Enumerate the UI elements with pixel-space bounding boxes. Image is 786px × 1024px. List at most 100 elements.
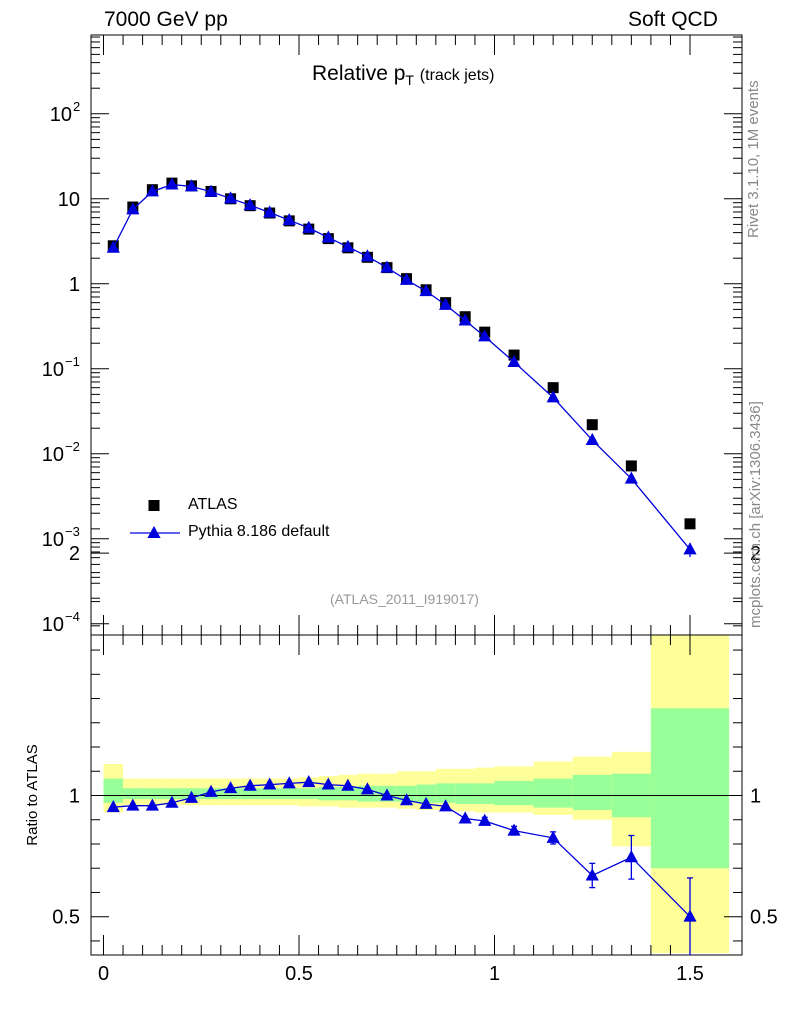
- uncertainty-band-inner: [455, 783, 475, 804]
- uncertainty-band-inner: [474, 783, 495, 804]
- pythia-data-point: [106, 240, 120, 253]
- y-tick-label: 10: [42, 529, 64, 551]
- atlas-data-point: [547, 382, 559, 394]
- header-right-label: Soft QCD: [628, 8, 718, 31]
- ratio-y-axis-label: Ratio to ATLAS: [24, 744, 41, 845]
- pythia-data-point: [439, 297, 453, 310]
- y-tick-label: 10: [42, 614, 64, 636]
- ratio-data-point: [145, 798, 159, 811]
- pythia-data-point: [478, 329, 492, 342]
- ratio-data-point: [439, 799, 453, 812]
- ratio-data-point: [263, 777, 277, 790]
- pythia-data-point: [683, 542, 697, 555]
- uncertainty-band-inner: [162, 788, 182, 800]
- ratio-data-point: [507, 823, 521, 836]
- y-tick-label: 10: [42, 359, 64, 381]
- pythia-data-point: [585, 432, 599, 446]
- header-left-label: 7000 GeV pp: [104, 8, 228, 31]
- ratio-data-point: [223, 781, 238, 794]
- ratio-data-point: [126, 798, 140, 811]
- uncertainty-band-inner: [494, 780, 534, 806]
- pythia-data-point: [165, 177, 179, 190]
- ratio-data-point: [419, 796, 433, 809]
- uncertainty-band-inner: [299, 788, 319, 800]
- pythia-data-point: [302, 220, 316, 233]
- ratio-data-point: [302, 775, 316, 788]
- y-tick-exponent: −1: [65, 354, 80, 369]
- legend-atlas-label: ATLAS: [188, 496, 238, 513]
- uncertainty-band-inner: [650, 708, 730, 869]
- atlas-data-point: [625, 460, 637, 472]
- pythia-data-point: [380, 260, 394, 273]
- ratio-data-point: [458, 811, 472, 824]
- pythia-data-point: [360, 249, 375, 262]
- y-tick-exponent: −3: [65, 524, 80, 539]
- y-tick-label: 10: [42, 444, 64, 466]
- x-tick-label: 0: [98, 963, 109, 985]
- ratio-data-point: [360, 782, 375, 795]
- side-label-mcplots: mcplots.cern.ch [arXiv:1306.3436]: [747, 401, 764, 628]
- pythia-data-point: [204, 184, 218, 197]
- uncertainty-band-inner: [220, 788, 241, 800]
- uncertainty-band-inner: [123, 788, 143, 800]
- uncertainty-band-inner: [240, 788, 260, 800]
- ratio-data-point: [546, 830, 560, 843]
- ratio-data-point: [106, 799, 120, 813]
- ratio-y-tick-label-left: 2: [69, 543, 80, 565]
- pythia-data-point: [419, 283, 433, 297]
- ratio-y-tick-label-right: 1: [750, 786, 761, 808]
- pythia-line: [112, 183, 691, 550]
- ratio-data-point: [683, 909, 697, 922]
- uncertainty-band-inner: [572, 774, 612, 811]
- ratio-data-point: [184, 790, 199, 803]
- ratio-y-tick-label-left: 0.5: [52, 907, 80, 929]
- uncertainty-band-inner: [533, 778, 573, 808]
- y-tick-label: 10: [50, 104, 72, 126]
- legend-pythia-label: Pythia 8.186 default: [188, 523, 330, 540]
- ratio-y-tick-label-right: 0.5: [750, 907, 778, 929]
- uncertainty-band-inner: [142, 788, 163, 800]
- side-label-rivet: Rivet 3.1.10, 1M events: [745, 80, 762, 238]
- ratio-data-point: [165, 795, 179, 808]
- ratio-data-point: [204, 784, 218, 797]
- pythia-data-point: [546, 390, 560, 403]
- x-tick-label: 1: [489, 963, 500, 985]
- pythia-data-point: [341, 239, 355, 252]
- title-main: Relative p: [312, 62, 406, 85]
- pythia-data-point: [458, 313, 472, 326]
- uncertainty-band-inner: [435, 783, 456, 803]
- uncertainty-band-inner: [103, 778, 124, 803]
- main-plot-frame: [90, 34, 743, 636]
- ratio-data-point: [399, 793, 414, 806]
- ratio-data-point: [282, 776, 296, 789]
- ratio-data-point: [243, 778, 257, 791]
- main-plot-title: Relative pT (track jets): [312, 62, 494, 88]
- ratio-y-tick-label-left: 1: [69, 786, 80, 808]
- y-tick-exponent: −4: [65, 609, 80, 624]
- pythia-data-point: [223, 191, 238, 204]
- legend-atlas-marker: [148, 500, 160, 511]
- pythia-data-point: [145, 184, 159, 197]
- pythia-data-point: [282, 213, 296, 226]
- atlas-data-point: [684, 518, 696, 530]
- atlas-data-point: [586, 419, 598, 431]
- pythia-data-point: [184, 179, 199, 192]
- pythia-data-point: [243, 198, 257, 211]
- pythia-data-point: [399, 272, 414, 285]
- ratio-y-tick-label-right: 2: [750, 543, 761, 565]
- pythia-data-point: [321, 230, 335, 243]
- pythia-data-point: [624, 471, 638, 484]
- pythia-data-point: [263, 205, 277, 218]
- y-tick-exponent: 2: [73, 99, 80, 114]
- y-tick-label: 1: [69, 274, 80, 296]
- pythia-data-point: [507, 354, 521, 368]
- analysis-annotation: (ATLAS_2011_I919017): [330, 591, 479, 607]
- y-tick-exponent: −2: [65, 439, 80, 454]
- legend-pythia-marker: [147, 525, 161, 538]
- title-subscript: T: [405, 72, 414, 89]
- uncertainty-band-inner: [416, 784, 436, 803]
- pythia-data-point: [126, 202, 140, 215]
- uncertainty-band-inner: [279, 788, 299, 800]
- y-tick-label: 10: [58, 189, 80, 211]
